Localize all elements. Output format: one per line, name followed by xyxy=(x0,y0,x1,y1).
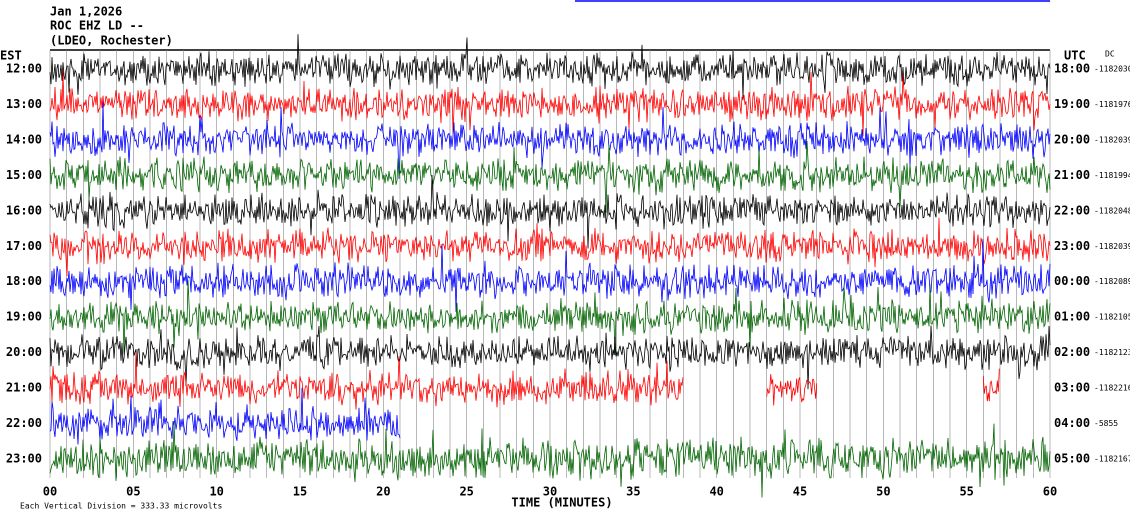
dc-label: -1181976 xyxy=(1094,100,1130,109)
x-tick-label: 10 xyxy=(209,485,223,499)
dc-label: -1182039 xyxy=(1094,135,1130,144)
x-axis-title: TIME (MINUTES) xyxy=(511,496,612,510)
trace-segment xyxy=(49,421,1051,498)
x-tick-label: 60 xyxy=(1043,485,1057,499)
x-tick-label: 15 xyxy=(293,485,307,499)
est-label: 18:00 xyxy=(6,274,42,288)
dc-label: -1182030 xyxy=(1094,65,1130,74)
location: (LDEO, Rochester) xyxy=(50,34,173,48)
utc-label: 02:00 xyxy=(1054,345,1090,359)
dc-label: -1182039 xyxy=(1094,242,1130,251)
dc-label: -5855 xyxy=(1094,419,1118,428)
trace-segment xyxy=(49,325,1051,390)
utc-label: 03:00 xyxy=(1054,381,1090,395)
x-tick-label: 55 xyxy=(959,485,973,499)
est-label: 20:00 xyxy=(6,345,42,359)
trace-segment xyxy=(49,217,1051,277)
grid xyxy=(49,50,1051,478)
est-label: 19:00 xyxy=(6,310,42,324)
footer: Each Vertical Division = 333.33 microvol… xyxy=(20,502,222,511)
trace-segment xyxy=(49,387,401,445)
est-label: 22:00 xyxy=(6,416,42,430)
trace-segment xyxy=(766,374,818,406)
trace-segment xyxy=(49,101,1051,179)
dc-label: -1182089 xyxy=(1094,277,1130,286)
est-label: 15:00 xyxy=(6,168,42,182)
x-tick-label: 45 xyxy=(793,485,807,499)
utc-label: 18:00 xyxy=(1054,62,1090,76)
trace-segment xyxy=(49,239,1051,312)
utc-label: 19:00 xyxy=(1054,97,1090,111)
est-label: 16:00 xyxy=(6,203,42,217)
traces xyxy=(49,34,1051,498)
date: Jan 1,2026 xyxy=(50,5,122,19)
right-label: UTC xyxy=(1064,49,1086,63)
left-label: EST xyxy=(0,49,22,63)
trace-segment xyxy=(49,71,1051,137)
trace-segment xyxy=(49,280,1051,355)
x-tick-label: 25 xyxy=(459,485,473,499)
utc-label: 00:00 xyxy=(1054,274,1090,288)
utc-label: 22:00 xyxy=(1054,203,1090,217)
offset-label: DC xyxy=(1105,50,1115,59)
dc-label: -1181994 xyxy=(1094,171,1130,180)
x-tick-label: 50 xyxy=(876,485,890,499)
x-tick-label: 05 xyxy=(126,485,140,499)
trace-segment xyxy=(49,34,1051,99)
est-label: 12:00 xyxy=(6,62,42,76)
x-tick-label: 35 xyxy=(626,485,640,499)
utc-label: 23:00 xyxy=(1054,239,1090,253)
dc-label: -1182167 xyxy=(1094,454,1130,463)
est-label: 14:00 xyxy=(6,132,42,146)
trace-segment xyxy=(982,368,1000,402)
trace-segment xyxy=(49,174,1051,249)
x-tick-label: 40 xyxy=(709,485,723,499)
trace-segment xyxy=(49,140,1051,213)
est-label: 13:00 xyxy=(6,97,42,111)
utc-label: 20:00 xyxy=(1054,132,1090,146)
dc-label: -1182216 xyxy=(1094,384,1130,393)
utc-label: 05:00 xyxy=(1054,451,1090,465)
x-tick-label: 30 xyxy=(543,485,557,499)
utc-label: 01:00 xyxy=(1054,310,1090,324)
utc-label: 21:00 xyxy=(1054,168,1090,182)
dc-label: -1182048 xyxy=(1094,206,1130,215)
x-tick-label: 20 xyxy=(376,485,390,499)
dc-label: -1182123 xyxy=(1094,348,1130,357)
est-label: 17:00 xyxy=(6,239,42,253)
trace-segment xyxy=(49,352,684,410)
est-label: 23:00 xyxy=(6,451,42,465)
est-label: 21:00 xyxy=(6,381,42,395)
station: ROC EHZ LD -- xyxy=(50,19,144,33)
dc-label: -1182105 xyxy=(1094,313,1130,322)
x-tick-label: 00 xyxy=(43,485,57,499)
utc-label: 04:00 xyxy=(1054,416,1090,430)
